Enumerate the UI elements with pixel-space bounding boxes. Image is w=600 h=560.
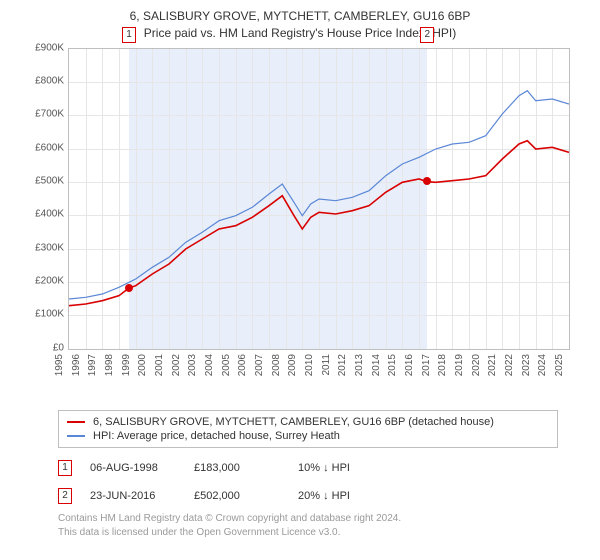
row-price: £502,000 <box>194 490 280 502</box>
legend-row: HPI: Average price, detached house, Surr… <box>67 429 549 443</box>
marker-dot-2 <box>423 177 431 185</box>
series-hpi <box>69 90 569 298</box>
chart-area: 12 £0 £100K £200K £300K £400K £500K £600K £700K… <box>20 48 580 378</box>
y-tick-label: £900K <box>20 42 64 53</box>
footnote: Contains HM Land Registry data © Crown c… <box>58 512 558 539</box>
y-tick-label: £100K <box>20 309 64 320</box>
legend: 6, SALISBURY GROVE, MYTCHETT, CAMBERLEY,… <box>58 410 558 448</box>
chart-title: 6, SALISBURY GROVE, MYTCHETT, CAMBERLEY,… <box>10 8 590 42</box>
y-tick-label: £300K <box>20 242 64 253</box>
marker-box-2: 2 <box>420 27 434 43</box>
row-date: 23-JUN-2016 <box>90 490 176 502</box>
row-delta: 20% ↓ HPI <box>298 490 384 502</box>
y-tick-label: £0 <box>20 342 64 353</box>
y-tick-label: £500K <box>20 175 64 186</box>
legend-label: HPI: Average price, detached house, Surr… <box>93 430 340 442</box>
legend-label: 6, SALISBURY GROVE, MYTCHETT, CAMBERLEY,… <box>93 416 494 428</box>
legend-swatch <box>67 435 85 437</box>
transaction-table: 1 06-AUG-1998 £183,000 10% ↓ HPI 2 23-JUN-201… <box>58 456 558 512</box>
line-layer <box>69 49 569 349</box>
y-tick-label: £200K <box>20 275 64 286</box>
legend-swatch <box>67 421 85 423</box>
marker-box-1: 1 <box>122 27 136 43</box>
row-date: 06-AUG-1998 <box>90 462 176 474</box>
marker-dot-1 <box>125 284 133 292</box>
y-tick-label: £600K <box>20 142 64 153</box>
footnote-line-2: This data is licensed under the Open Gov… <box>58 526 558 540</box>
y-tick-label: £800K <box>20 75 64 86</box>
x-tick-label: 2025 <box>554 354 582 376</box>
row-marker-icon: 2 <box>58 488 72 504</box>
legend-row: 6, SALISBURY GROVE, MYTCHETT, CAMBERLEY,… <box>67 415 549 429</box>
y-tick-label: £400K <box>20 209 64 220</box>
table-row: 2 23-JUN-2016 £502,000 20% ↓ HPI <box>58 484 558 512</box>
row-delta: 10% ↓ HPI <box>298 462 384 474</box>
title-line-1: 6, SALISBURY GROVE, MYTCHETT, CAMBERLEY,… <box>10 8 590 25</box>
footnote-line-1: Contains HM Land Registry data © Crown c… <box>58 512 558 526</box>
row-price: £183,000 <box>194 462 280 474</box>
row-marker-icon: 1 <box>58 460 72 476</box>
title-line-2: Price paid vs. HM Land Registry's House … <box>10 25 590 42</box>
series-property <box>69 140 569 305</box>
plot-region: 12 <box>68 48 570 350</box>
table-row: 1 06-AUG-1998 £183,000 10% ↓ HPI <box>58 456 558 484</box>
y-tick-label: £700K <box>20 109 64 120</box>
